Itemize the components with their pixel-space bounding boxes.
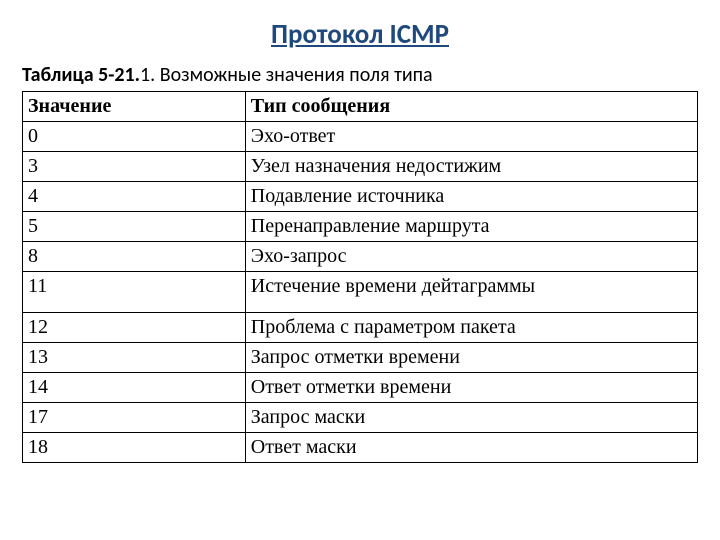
cell-message-type: Ответ отметки времени	[245, 373, 697, 403]
table-row: 18Ответ маски	[23, 433, 698, 463]
caption-prefix: Таблица 5-21.	[22, 63, 140, 87]
cell-message-type: Эхо-ответ	[245, 122, 697, 152]
col-header-value: Значение	[23, 92, 246, 122]
cell-value: 12	[23, 313, 246, 343]
cell-message-type: Истечение времени дейтаграммы	[245, 272, 697, 313]
cell-value: 14	[23, 373, 246, 403]
cell-value: 18	[23, 433, 246, 463]
cell-message-type: Ответ маски	[245, 433, 697, 463]
table-row: 11Истечение времени дейтаграммы	[23, 272, 698, 313]
page-title: Протокол ICMP	[22, 18, 698, 51]
caption-rest: 1. Возможные значения поля типа	[140, 63, 433, 87]
table-row: 17Запрос маски	[23, 403, 698, 433]
cell-message-type: Подавление источника	[245, 182, 697, 212]
table-caption: Таблица 5-21.1. Возможные значения поля …	[22, 63, 698, 87]
cell-message-type: Проблема с параметром пакета	[245, 313, 697, 343]
table-row: 13Запрос отметки времени	[23, 343, 698, 373]
col-header-type: Тип сообщения	[245, 92, 697, 122]
cell-value: 11	[23, 272, 246, 313]
table-row: 3Узел назначения недостижим	[23, 152, 698, 182]
cell-value: 8	[23, 242, 246, 272]
cell-message-type: Перенаправление маршрута	[245, 212, 697, 242]
table-row: 0Эхо-ответ	[23, 122, 698, 152]
cell-message-type: Запрос отметки времени	[245, 343, 697, 373]
cell-message-type: Узел назначения недостижим	[245, 152, 697, 182]
table-row: 5Перенаправление маршрута	[23, 212, 698, 242]
cell-value: 13	[23, 343, 246, 373]
cell-message-type: Эхо-запрос	[245, 242, 697, 272]
cell-value: 4	[23, 182, 246, 212]
table-row: 8Эхо-запрос	[23, 242, 698, 272]
cell-value: 17	[23, 403, 246, 433]
cell-value: 0	[23, 122, 246, 152]
icmp-type-table: Значение Тип сообщения 0Эхо-ответ3Узел н…	[22, 91, 698, 463]
table-row: 14Ответ отметки времени	[23, 373, 698, 403]
table-header-row: Значение Тип сообщения	[23, 92, 698, 122]
cell-message-type: Запрос маски	[245, 403, 697, 433]
table-row: 12Проблема с параметром пакета	[23, 313, 698, 343]
table-row: 4Подавление источника	[23, 182, 698, 212]
cell-value: 3	[23, 152, 246, 182]
cell-value: 5	[23, 212, 246, 242]
